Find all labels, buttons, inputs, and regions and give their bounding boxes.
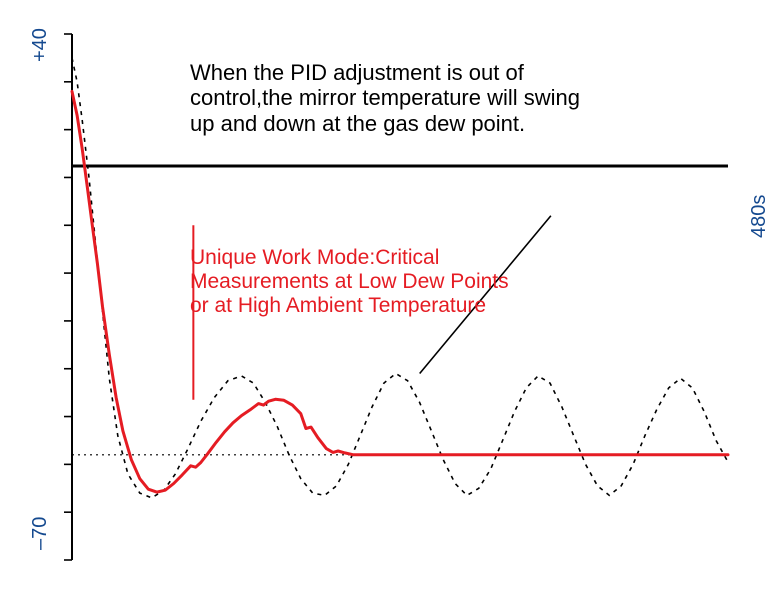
xaxis-end-label: 480s (748, 195, 767, 238)
caption-unique-work-mode: Unique Work Mode:Critical Measurements a… (190, 246, 530, 318)
yaxis-bottom-label: –70 (29, 517, 52, 550)
yaxis-top-label: +40 (29, 28, 52, 62)
chart-stage: +40 –70 480s When the PID adjustment is … (0, 0, 767, 592)
caption-pid-out-of-control: When the PID adjustment is out of contro… (190, 60, 600, 136)
